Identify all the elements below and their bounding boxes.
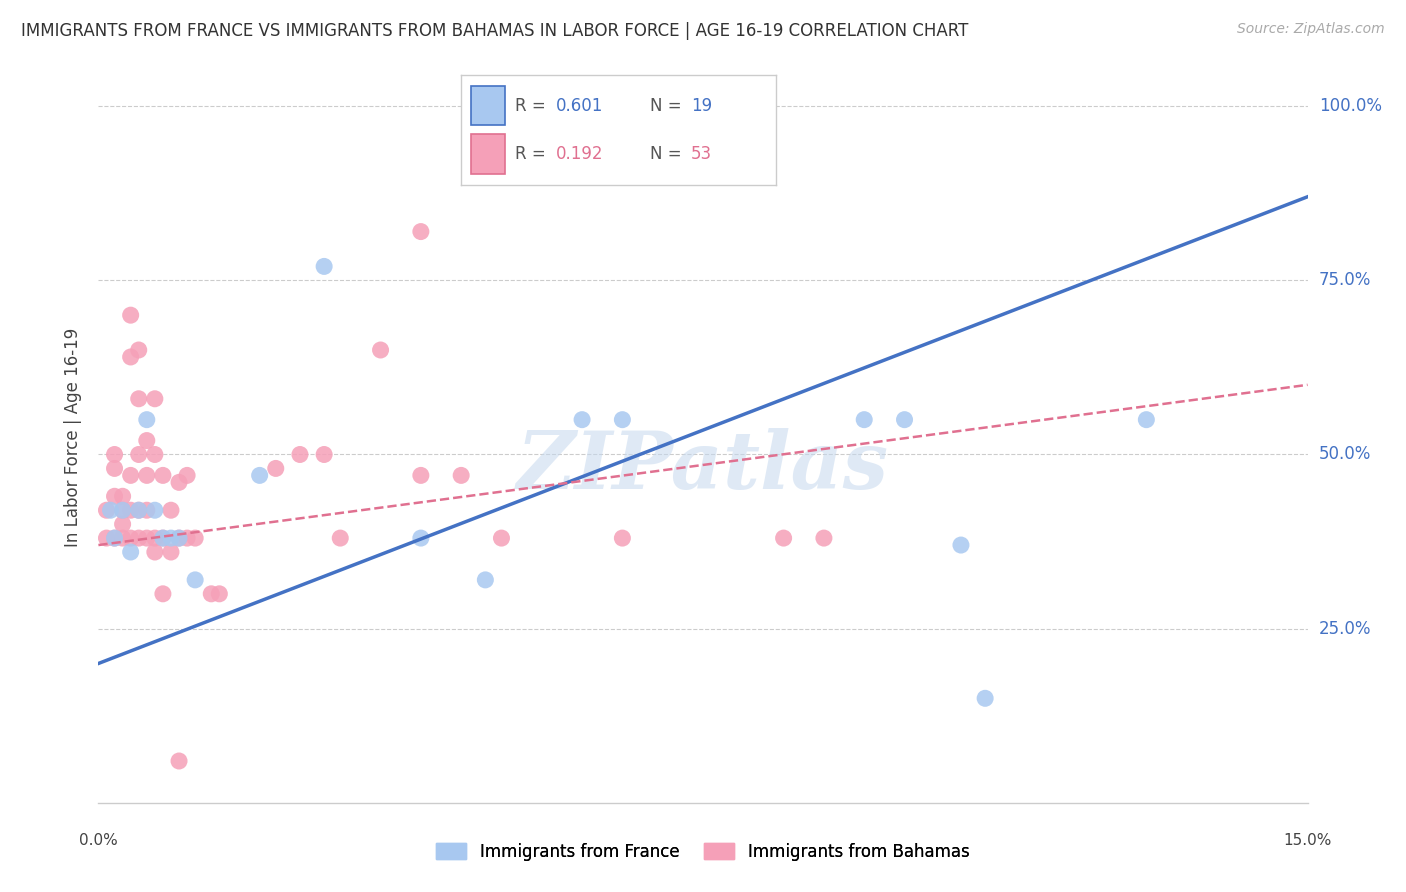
- Point: [1135, 412, 1157, 426]
- Point: [329, 531, 352, 545]
- Text: 75.0%: 75.0%: [1319, 271, 1371, 289]
- Text: 25.0%: 25.0%: [1319, 620, 1371, 638]
- Point: [474, 573, 496, 587]
- Point: [167, 475, 190, 490]
- Point: [370, 343, 392, 357]
- Point: [152, 587, 174, 601]
- Point: [135, 434, 157, 448]
- Point: [143, 448, 166, 462]
- Point: [571, 412, 593, 426]
- Point: [813, 531, 835, 545]
- Point: [128, 448, 150, 462]
- Point: [160, 531, 183, 545]
- Point: [176, 531, 198, 545]
- Point: [772, 531, 794, 545]
- Text: 50.0%: 50.0%: [1319, 445, 1371, 464]
- Point: [200, 587, 222, 601]
- Point: [143, 545, 166, 559]
- Point: [184, 531, 207, 545]
- Point: [135, 412, 157, 426]
- Point: [96, 503, 118, 517]
- Point: [103, 531, 125, 545]
- Point: [143, 503, 166, 517]
- Point: [160, 503, 183, 517]
- Point: [612, 531, 634, 545]
- Point: [450, 468, 472, 483]
- Point: [853, 412, 876, 426]
- Point: [111, 489, 134, 503]
- Point: [176, 468, 198, 483]
- Point: [111, 531, 134, 545]
- Text: Source: ZipAtlas.com: Source: ZipAtlas.com: [1237, 22, 1385, 37]
- Point: [152, 468, 174, 483]
- Point: [314, 448, 336, 462]
- Point: [409, 468, 432, 483]
- Point: [167, 531, 190, 545]
- Point: [409, 531, 432, 545]
- Point: [120, 308, 142, 322]
- Point: [167, 754, 190, 768]
- Point: [893, 412, 915, 426]
- Point: [160, 545, 183, 559]
- Point: [120, 503, 142, 517]
- Point: [128, 343, 150, 357]
- Point: [756, 99, 779, 113]
- Point: [111, 503, 134, 517]
- Point: [249, 468, 271, 483]
- Point: [120, 350, 142, 364]
- Text: 15.0%: 15.0%: [1284, 833, 1331, 848]
- Legend: Immigrants from France, Immigrants from Bahamas: Immigrants from France, Immigrants from …: [430, 837, 976, 868]
- Point: [120, 531, 142, 545]
- Point: [103, 531, 125, 545]
- Point: [120, 468, 142, 483]
- Point: [128, 503, 150, 517]
- Point: [111, 503, 134, 517]
- Point: [135, 531, 157, 545]
- Point: [184, 573, 207, 587]
- Point: [103, 489, 125, 503]
- Point: [143, 531, 166, 545]
- Point: [949, 538, 972, 552]
- Point: [152, 531, 174, 545]
- Text: 0.0%: 0.0%: [79, 833, 118, 848]
- Point: [128, 531, 150, 545]
- Point: [143, 392, 166, 406]
- Text: ZIPatlas: ZIPatlas: [517, 427, 889, 505]
- Point: [111, 517, 134, 532]
- Y-axis label: In Labor Force | Age 16-19: In Labor Force | Age 16-19: [65, 327, 83, 547]
- Point: [974, 691, 997, 706]
- Point: [208, 587, 231, 601]
- Point: [135, 468, 157, 483]
- Point: [96, 531, 118, 545]
- Point: [152, 531, 174, 545]
- Point: [491, 531, 513, 545]
- Point: [100, 503, 122, 517]
- Point: [128, 503, 150, 517]
- Point: [128, 392, 150, 406]
- Point: [288, 448, 311, 462]
- Point: [103, 448, 125, 462]
- Point: [612, 412, 634, 426]
- Point: [264, 461, 287, 475]
- Text: IMMIGRANTS FROM FRANCE VS IMMIGRANTS FROM BAHAMAS IN LABOR FORCE | AGE 16-19 COR: IMMIGRANTS FROM FRANCE VS IMMIGRANTS FRO…: [21, 22, 969, 40]
- Point: [167, 531, 190, 545]
- Point: [314, 260, 336, 274]
- Point: [135, 503, 157, 517]
- Point: [409, 225, 432, 239]
- Point: [120, 545, 142, 559]
- Point: [103, 461, 125, 475]
- Text: 100.0%: 100.0%: [1319, 97, 1382, 115]
